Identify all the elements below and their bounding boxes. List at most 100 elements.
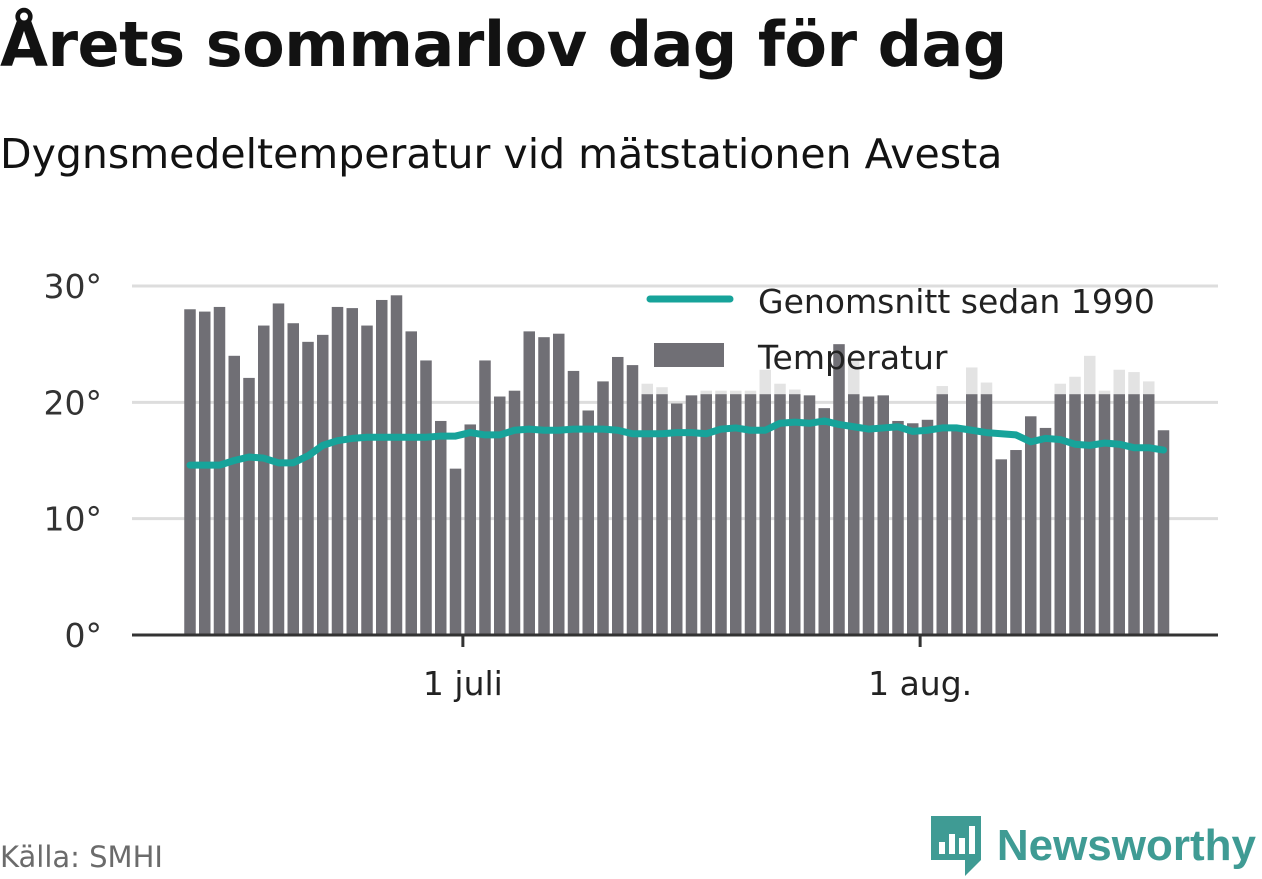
temperature-bar [597, 381, 609, 635]
temperature-bar-upper [1128, 372, 1140, 395]
temperature-bar [921, 419, 934, 635]
temperature-bar-upper [641, 383, 653, 395]
temperature-bar [656, 394, 668, 635]
temperature-bar [508, 390, 521, 635]
temperature-bar [951, 425, 963, 635]
temperature-bar-upper [715, 390, 727, 395]
temperature-bar-upper [1113, 369, 1125, 395]
temperature-bar-upper [1069, 376, 1081, 395]
source-note: Källa: SMHI [0, 840, 163, 874]
temperature-bar [376, 299, 388, 635]
temperature-chart: 0° 10° 20° 30° 1 juli 1 aug. Genomsnitt sedan… [44, 267, 1218, 703]
temperature-bar-upper [848, 360, 860, 395]
temperature-bar [877, 395, 889, 635]
temperature-bar [405, 331, 417, 635]
temperature-bar [818, 408, 830, 635]
legend: Genomsnitt sedan 1990 Temperatur [640, 282, 1155, 377]
legend-average-label: Genomsnitt sedan 1990 [758, 282, 1155, 321]
temperature-bar-upper [759, 369, 771, 395]
temperature-bar [774, 394, 786, 635]
temperature-bar [317, 334, 329, 635]
temperature-bar [228, 355, 240, 635]
temperature-bars [184, 295, 1170, 635]
y-tick-label: 20° [44, 383, 103, 422]
x-tick-label: 1 aug. [868, 664, 972, 703]
temperature-bar [243, 377, 255, 635]
temperature-bar [612, 356, 624, 635]
brand-name: Newsworthy [996, 821, 1256, 870]
temperature-bar-upper [936, 386, 948, 395]
temperature-bar [833, 344, 845, 635]
temperature-bar [361, 325, 373, 635]
temperature-bar [1113, 394, 1125, 635]
axes: 0° 10° 20° 30° 1 juli 1 aug. [44, 267, 1218, 703]
average-line-group [186, 417, 1167, 469]
temperature-bar [346, 308, 358, 635]
legend-temperature-swatch [654, 343, 724, 367]
temperature-bar [626, 365, 639, 635]
temperature-bar [449, 468, 462, 635]
temperature-bar [1157, 430, 1170, 635]
temperature-bar [435, 420, 447, 635]
average-line [186, 417, 1167, 469]
temperature-bar [966, 394, 978, 635]
temperature-bar-upper [656, 387, 668, 395]
temperature-bar [1084, 394, 1096, 635]
temperature-bar-upper [980, 382, 993, 395]
temperature-bar [907, 423, 919, 635]
temperature-bar-upper [1084, 355, 1096, 395]
temperature-bar [685, 395, 698, 635]
temperature-bar [464, 424, 476, 635]
chart-subtitle: Dygnsmedeltemperatur vid mätstationen Av… [0, 130, 1003, 178]
temperature-bar [258, 325, 270, 635]
temperature-bar [302, 341, 314, 635]
temperature-bar [995, 459, 1007, 635]
y-tick-label: 10° [44, 500, 103, 539]
bar-chart-logo-icon [930, 816, 981, 876]
y-tick-label: 0° [65, 616, 103, 655]
x-tick-label: 1 juli [423, 664, 503, 703]
temperature-bar-upper [1143, 381, 1155, 395]
temperature-bar-upper [966, 367, 978, 395]
temperature-bar [494, 396, 506, 635]
brand-logo[interactable]: Newsworthy [930, 816, 1256, 876]
temperature-bar [1098, 394, 1111, 635]
temperature-bar [390, 295, 403, 635]
y-tick-label: 30° [44, 267, 103, 306]
temperature-bar [1010, 450, 1022, 635]
temperature-bar-upper [789, 389, 801, 395]
temperature-bar [272, 303, 285, 635]
temperature-bar [479, 360, 491, 635]
temperature-bar [199, 311, 211, 635]
temperature-bar [553, 333, 565, 635]
temperature-bar-upper [1054, 383, 1066, 395]
temperature-bar [538, 337, 550, 635]
temperature-bar [523, 331, 535, 635]
temperature-bar [582, 410, 594, 635]
temperature-bar [803, 395, 816, 635]
temperature-bar-upper [700, 390, 712, 395]
temperature-bar [1025, 416, 1037, 635]
temperature-bar [715, 394, 727, 635]
temperature-bar-upper [744, 390, 757, 395]
temperature-bar [730, 394, 742, 635]
temperature-bar [892, 420, 904, 635]
chart-title: Årets sommarlov dag för dag [0, 8, 1007, 81]
temperature-bar [287, 323, 299, 635]
temperature-bar [980, 394, 993, 635]
temperature-bar [1143, 394, 1155, 635]
temperature-bar [936, 394, 948, 635]
temperature-bar [641, 394, 653, 635]
temperature-bar [759, 394, 771, 635]
temperature-bar-upper [730, 390, 742, 395]
temperature-bar [331, 306, 344, 635]
temperature-bar [1069, 394, 1081, 635]
temperature-bar [184, 309, 196, 635]
temperature-bar-upper [774, 383, 786, 395]
temperature-bar [700, 394, 712, 635]
temperature-bar [213, 306, 226, 635]
temperature-bar [671, 403, 683, 635]
temperature-bar [420, 360, 432, 635]
temperature-bar [848, 394, 860, 635]
temperature-bar [862, 396, 875, 635]
